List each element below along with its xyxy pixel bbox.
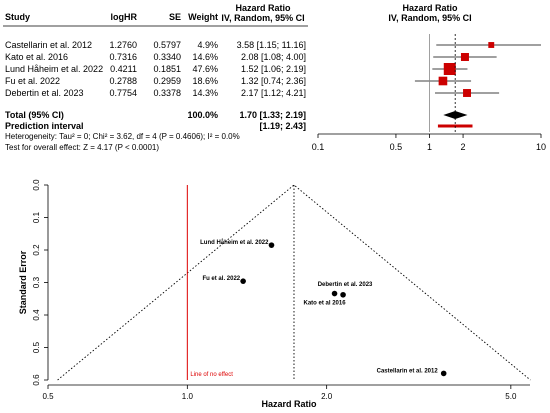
funnel-plot: 0.00.10.20.30.40.50.60.5 1.0 2.0 5.0Hazard … [18,179,531,409]
study-hr-ci: 2.08 [1.08; 4.00] [241,52,306,62]
study-loghr: 1.2760 [109,40,137,50]
funnel-y-tick-label: 0.0 [32,179,41,191]
header-plot-title: Hazard Ratio [402,3,458,13]
forest-x-tick-label: 1 [427,142,432,152]
funnel-y-tick-label: 0.3 [32,276,41,288]
funnel-y-axis-label: Standard Error [18,250,28,314]
study-name: Lund Håheim et al. 2022 [5,64,103,74]
funnel-boundary [57,184,531,381]
study-hr-ci: 1.32 [0.74; 2.36] [241,76,306,86]
study-marker [463,89,471,97]
study-loghr: 0.7316 [109,52,137,62]
forest-x-tick-label: 10 [536,142,546,152]
study-marker [438,76,448,86]
header-study: Study [5,12,30,22]
funnel-y-tick-label: 0.2 [32,244,41,256]
funnel-point-label: Debertin et al. 2023 [318,282,373,288]
total-label: Total (95% CI) [5,110,64,120]
funnel-point [240,278,246,284]
study-marker [488,42,495,48]
study-name: Castellarin et al. 2012 [5,40,92,50]
study-loghr: 0.7754 [109,88,137,98]
study-weight: 18.6% [192,76,218,86]
total-weight: 100.0% [187,110,218,120]
study-weight: 4.9% [197,40,218,50]
total-hr-ci: 1.70 [1.33; 2.19] [239,110,306,120]
study-marker [443,63,456,75]
header-hr-title: Hazard Ratio [235,3,291,13]
header-plot-subtitle: IV, Random, 95% CI [388,13,471,23]
header-weight: Weight [188,12,218,22]
prediction-label: Prediction interval [5,121,84,131]
study-marker [460,53,469,61]
funnel-x-tick-label: 5.0 [505,392,517,401]
study-se: 0.1851 [153,64,181,74]
funnel-point [440,370,447,377]
header-se: SE [169,12,181,22]
funnel-x-tick-label: 2.0 [321,392,333,401]
null-effect-label: Line of no effect [190,372,233,378]
funnel-y-tick-label: 0.1 [32,211,41,223]
funnel-point-label: Fu et al. 2022 [202,276,240,282]
study-weight: 47.6% [192,64,218,74]
forest-x-tick-label: 0.1 [312,142,325,152]
funnel-point-label: Lund Håheim et al. 2022 [200,239,269,246]
study-loghr: 0.4211 [110,64,137,74]
forest-x-tick-label: 2 [461,142,466,152]
study-se: 0.3378 [153,88,181,98]
prediction-ci: [1.19; 2.43] [259,121,306,131]
funnel-point [340,291,346,298]
funnel-point [331,290,338,297]
study-hr-ci: 2.17 [1.12; 4.21] [241,88,306,98]
study-se: 0.3340 [153,52,181,62]
study-weight: 14.3% [192,88,218,98]
header-hr-subtitle: IV, Random, 95% CI [221,13,304,23]
funnel-x-tick-label: 1.0 [182,392,194,401]
study-name: Kato et al. 2016 [5,52,68,62]
funnel-point-label: Kato et al 2016 [304,301,347,307]
study-hr-ci: 3.58 [1.15; 11.16] [237,40,306,50]
study-name: Fu et al. 2022 [5,76,60,86]
funnel-point-label: Castellarin et al. 2012 [377,368,439,374]
study-hr-ci: 1.52 [1.06; 2.19] [241,64,306,74]
study-loghr: 0.2788 [109,76,137,86]
funnel-y-tick-label: 0.5 [32,341,41,353]
forest-x-tick-label: 0.5 [390,142,403,152]
study-name: Debertin et al. 2023 [5,88,84,98]
funnel-y-tick-label: 0.4 [32,309,41,321]
funnel-x-tick-label: 0.5 [42,392,54,401]
funnel-y-tick-label: 0.6 [32,374,41,386]
header-loghr: logHR [111,12,138,22]
overall-effect-text: Test for overall effect: Z = 4.17 (P < 0… [5,143,159,152]
study-se: 0.5797 [153,40,181,50]
study-se: 0.2959 [153,76,181,86]
funnel-x-axis-label: Hazard Ratio [261,399,317,409]
heterogeneity-text: Heterogeneity: Tau² = 0; Chi² = 3.62, df… [5,132,240,141]
study-weight: 14.6% [192,52,218,62]
funnel-point [268,242,275,248]
